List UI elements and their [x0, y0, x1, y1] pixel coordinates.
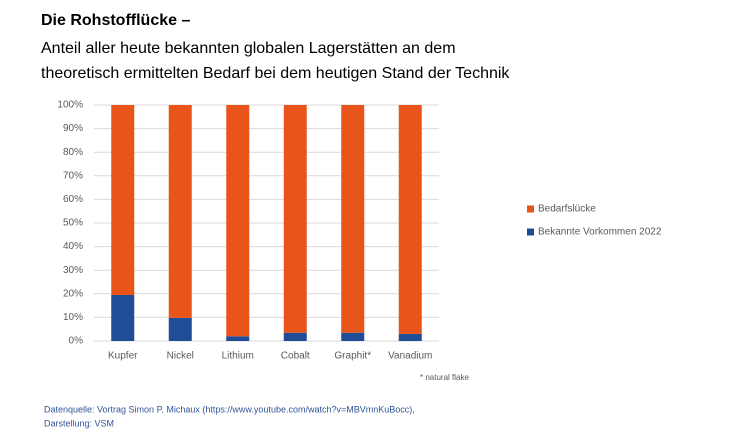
- y-tick-label: 100%: [57, 100, 83, 111]
- legend-swatch: [527, 228, 534, 236]
- y-tick-label: 0%: [69, 336, 84, 347]
- y-tick-label: 90%: [63, 123, 83, 134]
- bar-segment: [398, 105, 422, 334]
- bar-segment: [111, 105, 135, 295]
- bar-segment: [168, 317, 192, 341]
- footnote: * natural flake: [420, 373, 469, 382]
- x-tick-label: Cobalt: [281, 351, 310, 362]
- x-tick-label: Vanadium: [388, 351, 432, 362]
- y-tick-label: 40%: [63, 241, 83, 252]
- chart-subtitle: Anteil aller heute bekannten globalen La…: [41, 40, 456, 57]
- legend-label: Bedarfslücke: [538, 204, 596, 215]
- y-tick-label: 60%: [63, 194, 83, 205]
- source: Datenquelle: Vortrag Simon P. Michaux (h…: [44, 404, 415, 414]
- bar-segment: [111, 294, 135, 341]
- y-tick-label: 30%: [63, 265, 83, 276]
- bar-segment: [226, 105, 250, 337]
- bar-segment: [168, 105, 192, 318]
- bar-segment: [398, 333, 422, 341]
- y-tick-label: 80%: [63, 147, 83, 158]
- chart-subtitle: theoretisch ermittelten Bedarf bei dem h…: [41, 65, 510, 82]
- y-tick-label: 20%: [63, 288, 83, 299]
- x-tick-label: Lithium: [222, 351, 254, 362]
- source: Darstellung: VSM: [44, 418, 114, 428]
- x-tick-label: Nickel: [167, 351, 194, 362]
- y-tick-label: 70%: [63, 170, 83, 181]
- bar-segment: [226, 336, 250, 341]
- bar-segment: [341, 332, 365, 341]
- x-tick-label: Graphit*: [334, 351, 371, 362]
- x-tick-label: Kupfer: [108, 351, 138, 362]
- legend-swatch: [527, 205, 534, 213]
- y-tick-label: 50%: [63, 218, 83, 229]
- bar-segment: [341, 105, 365, 333]
- bar-segment: [283, 332, 307, 341]
- legend-label: Bekannte Vorkommen 2022: [538, 227, 662, 238]
- bar-segment: [283, 105, 307, 333]
- chart-title: Die Rohstofflücke –: [41, 12, 190, 29]
- y-tick-label: 10%: [63, 312, 83, 323]
